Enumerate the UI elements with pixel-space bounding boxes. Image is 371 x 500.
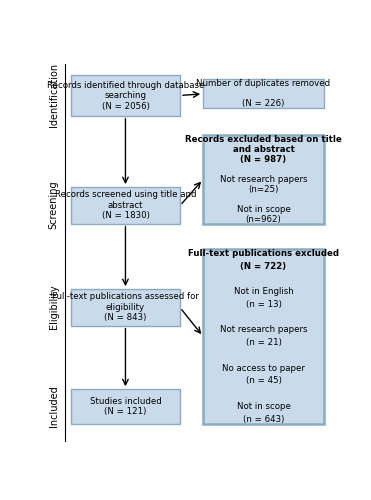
Text: Not in scope: Not in scope — [237, 204, 290, 214]
Text: Studies included
(N = 121): Studies included (N = 121) — [89, 397, 161, 416]
FancyBboxPatch shape — [203, 135, 324, 224]
Text: (N = 226): (N = 226) — [242, 99, 285, 108]
Text: Records screened using title and
abstract
(N = 1830): Records screened using title and abstrac… — [55, 190, 196, 220]
Text: (n=25): (n=25) — [248, 185, 279, 194]
FancyBboxPatch shape — [203, 79, 324, 108]
FancyBboxPatch shape — [71, 389, 180, 424]
Text: No access to paper: No access to paper — [222, 364, 305, 372]
Text: Included: Included — [49, 386, 59, 428]
Text: Not in scope: Not in scope — [237, 402, 290, 411]
Text: Records identified through database
searching
(N = 2056): Records identified through database sear… — [47, 80, 204, 110]
FancyBboxPatch shape — [71, 76, 180, 116]
Text: Not research papers: Not research papers — [220, 175, 307, 184]
Text: (N = 722): (N = 722) — [240, 262, 286, 270]
Text: Not in English: Not in English — [234, 287, 293, 296]
Text: Records excluded based on title: Records excluded based on title — [185, 135, 342, 144]
Text: (n = 45): (n = 45) — [246, 376, 281, 386]
Text: Full-text publications assessed for
eligibility
(N = 843): Full-text publications assessed for elig… — [52, 292, 199, 322]
Text: Number of duplicates removed: Number of duplicates removed — [196, 80, 331, 88]
FancyBboxPatch shape — [203, 248, 324, 424]
Text: (n = 21): (n = 21) — [246, 338, 281, 347]
Text: (n = 13): (n = 13) — [246, 300, 281, 309]
Text: Identification: Identification — [49, 62, 59, 126]
Text: (n = 643): (n = 643) — [243, 414, 284, 424]
Text: Screening: Screening — [49, 180, 59, 228]
Text: Not research papers: Not research papers — [220, 326, 307, 334]
Text: and abstract: and abstract — [233, 145, 295, 154]
Text: (n=962): (n=962) — [246, 214, 281, 224]
FancyBboxPatch shape — [71, 289, 180, 326]
Text: Eligibility: Eligibility — [49, 284, 59, 329]
Text: (N = 987): (N = 987) — [240, 155, 286, 164]
FancyBboxPatch shape — [71, 187, 180, 224]
Text: Full-text publications excluded: Full-text publications excluded — [188, 249, 339, 258]
